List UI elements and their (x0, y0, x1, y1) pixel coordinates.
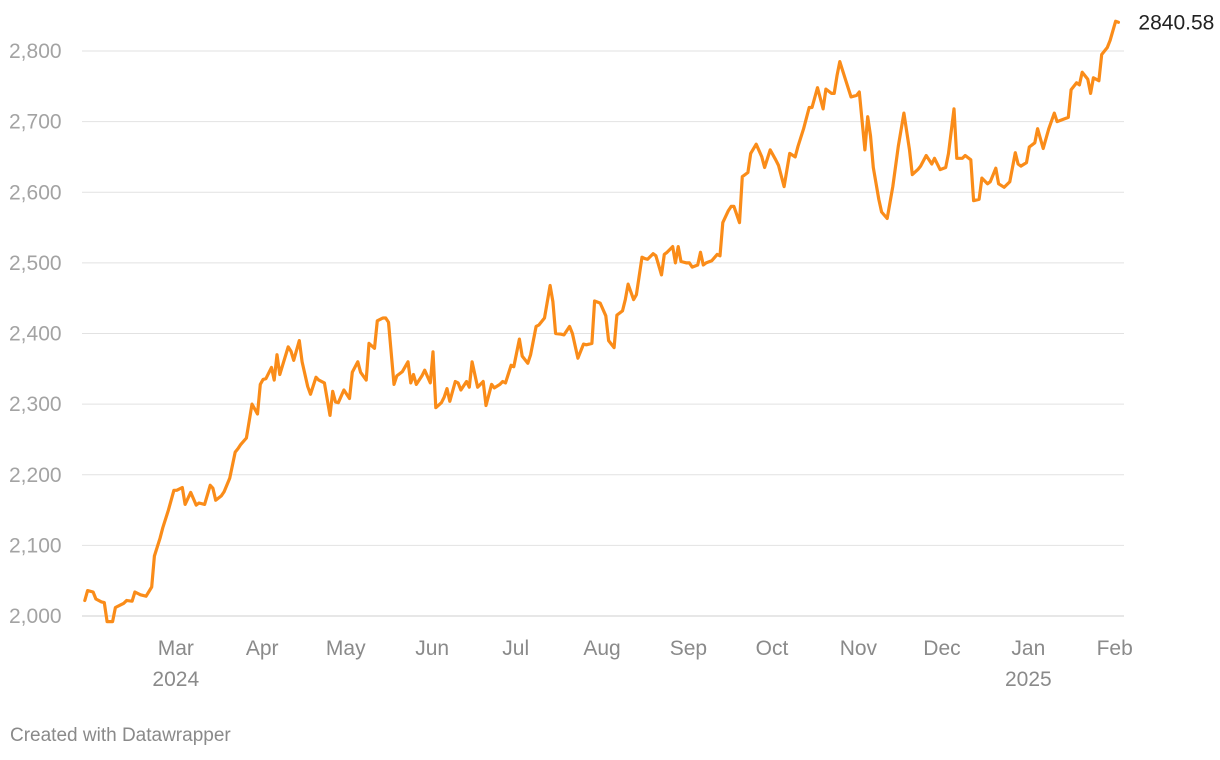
x-tick-year-label: 2025 (1005, 668, 1052, 691)
y-tick-label: 2,600 (9, 181, 62, 204)
x-tick-label: Dec (923, 637, 960, 660)
y-tick-label: 2,300 (9, 393, 62, 416)
line-chart: 2,000 2,100 2,200 2,300 2,400 2,500 2,600 2,700… (9, 11, 1214, 691)
x-tick-label: Aug (583, 637, 620, 660)
x-tick-label: Apr (246, 637, 279, 660)
last-value-label: 2840.58 (1138, 11, 1214, 34)
x-tick-label: Sep (670, 637, 707, 660)
gridlines (82, 50, 1124, 617)
x-tick-label: Oct (756, 637, 789, 660)
x-axis-ticks: Mar 2024 Apr May Jun Jul Aug Sep Oct Nov Dec Jan 202… (152, 637, 1132, 691)
footer-credit: Created with Datawrapper (10, 725, 231, 746)
x-tick-label: Jan (1011, 637, 1045, 660)
y-tick-label: 2,400 (9, 323, 62, 346)
y-tick-label: 2,500 (9, 252, 62, 275)
y-tick-label: 2,100 (9, 534, 62, 557)
y-tick-label: 2,800 (9, 40, 62, 63)
x-tick-label: May (326, 637, 366, 660)
y-axis-ticks: 2,000 2,100 2,200 2,300 2,400 2,500 2,600 2,700… (9, 40, 62, 628)
x-tick-year-label: 2024 (152, 668, 199, 691)
y-tick-label: 2,000 (9, 605, 62, 628)
y-tick-label: 2,700 (9, 111, 62, 134)
x-tick-label: Feb (1097, 637, 1133, 660)
x-tick-label: Jun (415, 637, 449, 660)
x-tick-label: Jul (502, 637, 529, 660)
x-tick-label: Nov (840, 637, 878, 660)
series-line (83, 19, 1120, 624)
x-tick-label: Mar (158, 637, 194, 660)
y-tick-label: 2,200 (9, 464, 62, 487)
